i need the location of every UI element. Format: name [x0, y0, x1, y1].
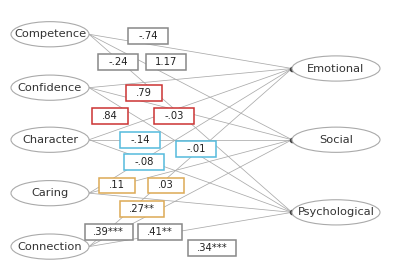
Text: .79: .79: [136, 88, 152, 98]
Text: .27**: .27**: [129, 204, 155, 214]
Text: .11: .11: [109, 181, 125, 190]
FancyBboxPatch shape: [98, 54, 138, 70]
Text: Caring: Caring: [31, 188, 69, 198]
FancyBboxPatch shape: [126, 85, 162, 101]
Text: Connection: Connection: [18, 242, 82, 252]
Ellipse shape: [11, 234, 89, 259]
Text: 1.17: 1.17: [155, 57, 177, 67]
FancyBboxPatch shape: [92, 108, 128, 124]
Text: -.08: -.08: [134, 157, 154, 167]
Text: Psychological: Psychological: [298, 207, 374, 217]
FancyBboxPatch shape: [120, 132, 160, 148]
Text: -.01: -.01: [186, 144, 206, 154]
Text: .41**: .41**: [147, 227, 173, 237]
Text: Competence: Competence: [14, 29, 86, 39]
Ellipse shape: [292, 200, 380, 225]
FancyBboxPatch shape: [85, 224, 133, 240]
Ellipse shape: [11, 75, 89, 100]
FancyBboxPatch shape: [146, 54, 186, 70]
Text: -.74: -.74: [138, 31, 158, 41]
FancyBboxPatch shape: [124, 154, 164, 170]
Text: .03: .03: [158, 181, 174, 190]
Ellipse shape: [292, 127, 380, 152]
FancyBboxPatch shape: [148, 178, 184, 193]
FancyBboxPatch shape: [188, 240, 236, 256]
Ellipse shape: [11, 127, 89, 152]
FancyBboxPatch shape: [176, 141, 216, 157]
Text: Character: Character: [22, 135, 78, 145]
Text: .39***: .39***: [93, 227, 124, 237]
Text: .34***: .34***: [197, 243, 227, 253]
Text: -.24: -.24: [108, 57, 128, 67]
Ellipse shape: [292, 56, 380, 81]
FancyBboxPatch shape: [138, 224, 182, 240]
Text: -.14: -.14: [130, 135, 150, 145]
Text: Social: Social: [319, 135, 353, 145]
Text: Confidence: Confidence: [18, 83, 82, 93]
FancyBboxPatch shape: [99, 178, 135, 193]
FancyBboxPatch shape: [128, 28, 168, 44]
FancyBboxPatch shape: [120, 201, 164, 217]
Text: Emotional: Emotional: [307, 64, 365, 73]
FancyBboxPatch shape: [154, 108, 194, 124]
Text: .84: .84: [102, 111, 118, 121]
Ellipse shape: [11, 22, 89, 47]
Text: -.03: -.03: [164, 111, 184, 121]
Ellipse shape: [11, 181, 89, 206]
